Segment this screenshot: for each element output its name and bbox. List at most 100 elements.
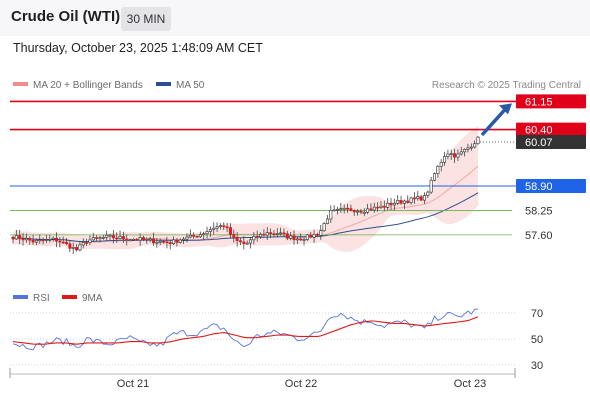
candle-body <box>54 237 58 242</box>
candle-body <box>453 153 457 158</box>
candle-body <box>105 234 109 238</box>
candle-body <box>165 241 169 244</box>
candle-body <box>195 236 199 238</box>
candle-body <box>34 239 38 243</box>
candle-body <box>148 238 152 241</box>
candle-body <box>138 237 142 241</box>
candle-body <box>399 200 403 204</box>
candle-body <box>78 244 82 251</box>
legend-ma50: MA 50 <box>156 80 204 91</box>
rsi-line <box>12 308 478 351</box>
candle-body <box>215 226 219 229</box>
level-label-60.07: 60.07 <box>525 137 553 149</box>
candle-body <box>24 238 28 241</box>
candle-body <box>135 238 139 241</box>
candle-body <box>463 149 467 153</box>
candle-body <box>222 225 226 228</box>
candle-body <box>235 236 239 241</box>
candle-body <box>322 223 326 231</box>
candle-body <box>178 239 182 243</box>
candle-body <box>259 233 263 238</box>
candle-body <box>473 143 477 148</box>
candle-body <box>131 238 135 241</box>
candle-body <box>202 233 206 236</box>
level-label-58.90: 58.90 <box>525 181 553 193</box>
candle-body <box>81 242 85 246</box>
candle-body <box>366 208 370 213</box>
candle-body <box>352 210 356 213</box>
level-label-60.40: 60.40 <box>525 125 553 137</box>
candle-body <box>356 210 360 213</box>
candle-body <box>249 239 253 244</box>
candle-body <box>285 233 289 239</box>
candle-body <box>225 226 229 229</box>
candle-body <box>125 238 129 241</box>
level-tag-61.15 <box>516 94 586 109</box>
candle-body <box>349 208 353 211</box>
candle-body <box>175 239 179 243</box>
candle-body <box>362 211 366 214</box>
candle-body <box>162 240 166 243</box>
candle-body <box>329 209 333 220</box>
candle-body <box>272 233 276 235</box>
candle-body <box>182 238 186 241</box>
candle-body <box>58 240 62 243</box>
candle-body <box>141 237 145 240</box>
projection-arrow-head <box>499 103 512 115</box>
candle-body <box>185 236 189 240</box>
candle-body <box>439 161 443 167</box>
candle-body <box>28 238 32 241</box>
legend-ma50-swatch <box>156 82 171 87</box>
candle-body <box>406 200 410 203</box>
candle-body <box>21 238 25 241</box>
candle-body <box>68 243 72 249</box>
level-tag-60.40 <box>516 122 586 137</box>
candle-body <box>269 232 273 234</box>
instrument-title: Crude Oil (WTI) <box>11 8 121 25</box>
candle-body <box>402 200 406 204</box>
timestamp: Thursday, October 23, 2025 1:48:09 AM CE… <box>13 41 263 55</box>
candle-body <box>95 237 99 239</box>
level-label-58.25: 58.25 <box>525 205 553 217</box>
candle-body <box>369 208 373 211</box>
candle-body <box>85 242 89 244</box>
candle-body <box>376 206 380 209</box>
candle-body <box>155 241 159 244</box>
candle-body <box>188 234 192 238</box>
legend-bollinger-swatch <box>13 82 28 87</box>
level-tag-58.90 <box>516 179 586 193</box>
header-bar: Crude Oil (WTI) 30 MIN <box>0 0 590 36</box>
bollinger-band-area <box>13 125 478 252</box>
level-label-61.15: 61.15 <box>525 96 553 108</box>
candle-body <box>205 231 209 235</box>
candle-body <box>51 237 55 240</box>
candle-body <box>422 195 426 201</box>
projection-arrow-shaft <box>480 107 508 137</box>
candle-body <box>396 200 400 204</box>
candle-body <box>446 153 450 157</box>
candle-body <box>31 239 35 243</box>
candle-body <box>292 235 296 241</box>
candle-body <box>305 234 309 240</box>
candle-body <box>212 227 216 230</box>
candle-body <box>218 225 222 227</box>
candle-body <box>339 208 343 210</box>
candle-body <box>98 237 102 239</box>
candle-body <box>232 234 236 238</box>
candle-body <box>168 242 172 244</box>
candle-body <box>91 237 95 241</box>
candle-body <box>466 147 470 150</box>
candle-body <box>208 229 212 232</box>
candle-body <box>18 235 22 240</box>
rsi-tick-label: 70 <box>531 308 543 320</box>
candle-body <box>145 238 149 241</box>
candle-body <box>412 197 416 200</box>
timeframe-button[interactable]: 30 MIN <box>121 7 171 31</box>
candle-body <box>299 238 303 241</box>
candle-body <box>61 241 65 244</box>
candle-body <box>436 166 440 174</box>
candle-body <box>295 238 299 241</box>
candle-body <box>342 207 346 210</box>
legend-9ma-swatch <box>62 295 77 300</box>
